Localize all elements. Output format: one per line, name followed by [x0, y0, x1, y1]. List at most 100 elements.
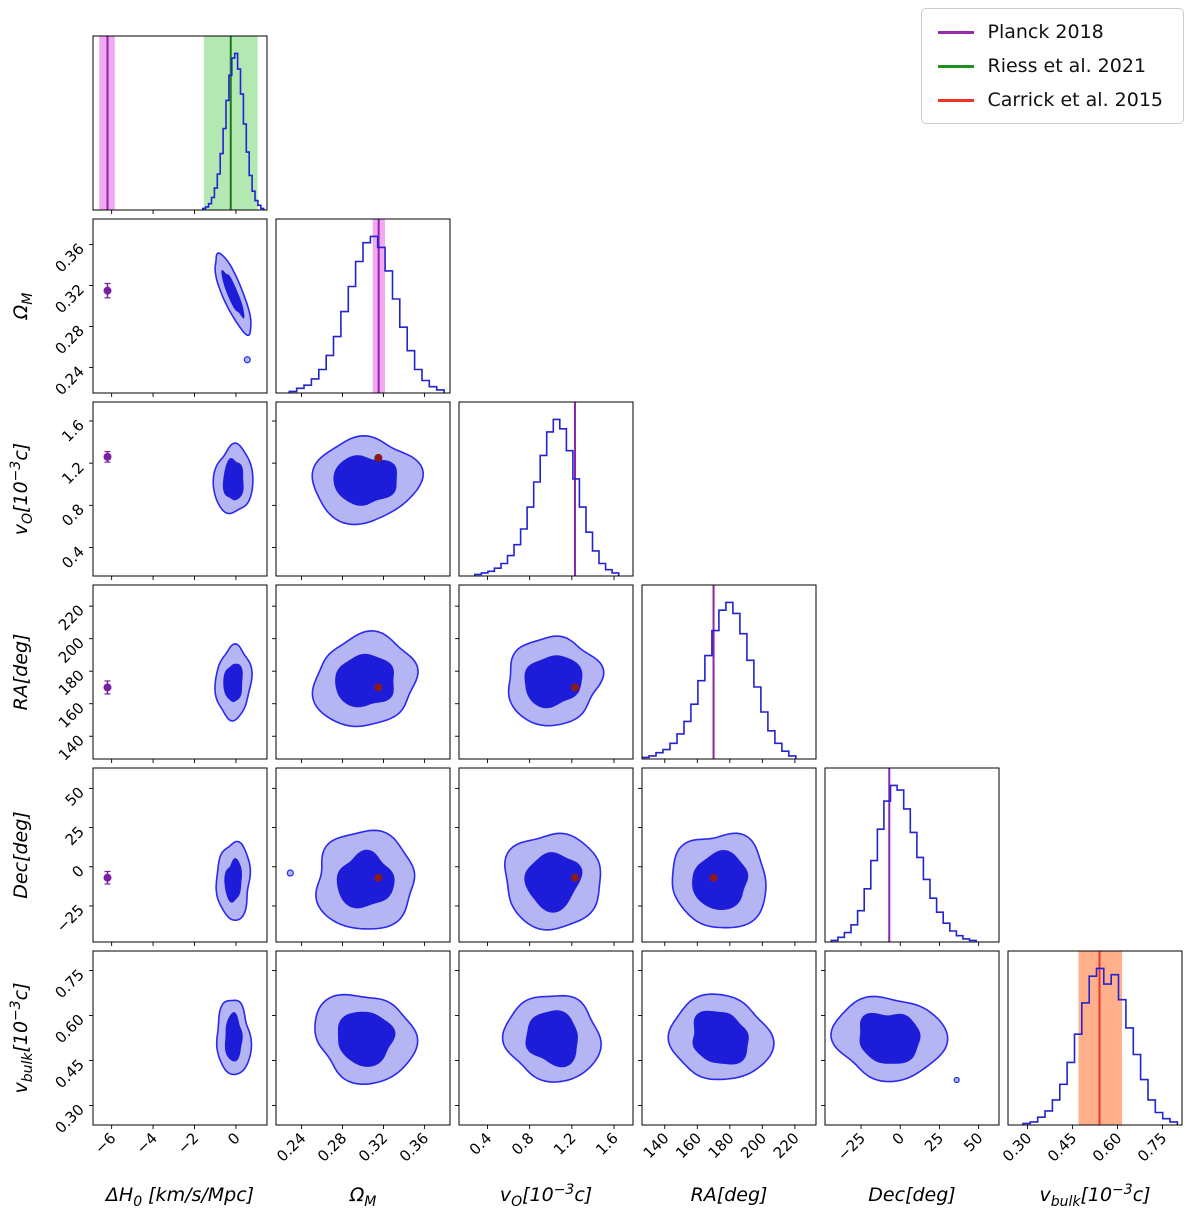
legend-item-riess: Riess et al. 2021: [937, 55, 1164, 77]
panel-vbulk-vs-vO: [501, 994, 602, 1083]
diag-hist-dH0: [99, 36, 265, 210]
svg-text:0.28: 0.28: [314, 1129, 350, 1165]
x-tick-labels-dH0: −6 −4 −2 0: [91, 1129, 244, 1157]
axis-ticks: [89, 210, 1163, 1129]
panel-vbulk-vs-dH0: [215, 999, 253, 1076]
panel-vbulk-vs-RA: [667, 993, 775, 1081]
y-axis-label-RA: RA[deg]: [10, 634, 32, 711]
svg-text:0: 0: [68, 862, 87, 881]
svg-text:0.24: 0.24: [51, 363, 87, 399]
svg-text:−25: −25: [53, 901, 88, 936]
contour-speck: [953, 1076, 960, 1084]
y-tick-labels-OmegaM: 0.24 0.28 0.32 0.36: [51, 240, 87, 399]
svg-text:160: 160: [672, 1129, 705, 1162]
diag-hist-vO: [474, 402, 620, 576]
svg-text:25: 25: [921, 1129, 947, 1155]
panel-vbulk-vs-OmegaM: [314, 993, 419, 1085]
panel-RA-vs-dH0: [103, 642, 253, 722]
svg-text:140: 140: [55, 731, 88, 764]
svg-text:0.60: 0.60: [51, 1011, 87, 1047]
planck-point: [103, 452, 112, 461]
svg-text:200: 200: [55, 634, 88, 667]
x-tick-labels-RA: 140 160 180 200 220: [640, 1129, 803, 1162]
svg-text:0: 0: [224, 1129, 243, 1148]
diag-hist-vbulk: [1022, 951, 1179, 1125]
legend-label-riess: Riess et al. 2021: [987, 55, 1147, 77]
legend-label-carrick: Carrick et al. 2015: [987, 89, 1164, 111]
contour-speck: [243, 356, 251, 364]
svg-text:0.30: 0.30: [999, 1129, 1035, 1165]
reference-dot: [571, 873, 579, 882]
svg-text:220: 220: [770, 1129, 803, 1162]
svg-text:0.45: 0.45: [1044, 1129, 1080, 1165]
panel-RA-vs-OmegaM: [311, 630, 419, 728]
svg-text:1.6: 1.6: [592, 1129, 622, 1159]
x-tick-labels-vbulk: 0.30 0.45 0.60 0.75: [999, 1129, 1170, 1165]
diag-hist-RA: [642, 585, 797, 759]
panel-vbulk-vs-Dec: [830, 995, 960, 1084]
svg-text:160: 160: [55, 699, 88, 732]
y-tick-labels-vO: 0.4 0.8 1.2 1.6: [58, 416, 88, 572]
y-axis-label-OmegaM: ΩM: [10, 293, 36, 321]
panel-OmegaM-vs-dH0: [103, 252, 252, 364]
y-axis-label-Dec: Dec[deg]: [10, 811, 32, 898]
svg-text:220: 220: [55, 601, 88, 634]
legend-label-planck: Planck 2018: [987, 21, 1104, 43]
reference-dot: [374, 873, 383, 882]
legend-item-carrick: Carrick et al. 2015: [937, 89, 1164, 111]
svg-text:0.45: 0.45: [51, 1056, 87, 1092]
x-axis-label-vbulk: vbulk[10−3c]: [1039, 1182, 1150, 1210]
svg-text:50: 50: [62, 784, 88, 810]
diag-hist-OmegaM: [288, 219, 445, 393]
planck-line-swatch: [937, 30, 974, 34]
planck-point: [103, 286, 112, 295]
carrick-line-swatch: [937, 98, 974, 102]
x-tick-labels-vO: 0.4 0.8 1.2 1.6: [466, 1129, 622, 1159]
x-axis-label-Dec: Dec[deg]: [868, 1184, 955, 1206]
y-tick-labels-Dec: −25 0 25 50: [53, 784, 88, 937]
svg-text:0.75: 0.75: [1134, 1129, 1170, 1165]
panel-Dec-vs-RA: [671, 832, 767, 929]
svg-text:−4: −4: [133, 1129, 161, 1157]
svg-text:0.32: 0.32: [355, 1129, 391, 1165]
svg-text:0.30: 0.30: [51, 1101, 87, 1137]
y-axis-label-vO: vO[10−3c]: [8, 443, 36, 535]
panel-vO-vs-OmegaM: [311, 434, 425, 526]
x-axis-label-OmegaM: ΩM: [349, 1184, 377, 1210]
svg-text:−6: −6: [91, 1129, 119, 1157]
svg-text:50: 50: [960, 1129, 986, 1155]
svg-text:1.2: 1.2: [58, 458, 88, 488]
reference-dot: [709, 873, 718, 882]
svg-text:0: 0: [889, 1129, 908, 1148]
legend-item-planck: Planck 2018: [937, 21, 1164, 43]
svg-text:140: 140: [640, 1129, 673, 1162]
reference-dot: [374, 683, 383, 692]
y-tick-labels-vbulk: 0.30 0.45 0.60 0.75: [51, 966, 87, 1137]
svg-text:0.4: 0.4: [466, 1129, 496, 1159]
reference-dot: [374, 453, 383, 462]
x-tick-labels-Dec: −25 0 25 50: [834, 1129, 987, 1164]
x-tick-labels-OmegaM: 0.24 0.28 0.32 0.36: [273, 1129, 432, 1165]
svg-text:0.8: 0.8: [58, 500, 88, 530]
panel-RA-vs-vO: [507, 635, 605, 727]
x-axis-label-vO: vO[10−3c]: [500, 1182, 592, 1210]
riess-line-swatch: [937, 64, 974, 68]
svg-text:0.8: 0.8: [508, 1129, 538, 1159]
panel-Dec-vs-dH0: [103, 840, 252, 921]
panel-Dec-vs-vO: [503, 832, 602, 931]
panel-Dec-vs-OmegaM: [286, 829, 416, 930]
planck-point: [103, 873, 112, 882]
svg-text:0.60: 0.60: [1089, 1129, 1125, 1165]
svg-text:180: 180: [705, 1129, 738, 1162]
x-axis-label-RA: RA[deg]: [691, 1184, 768, 1206]
y-axis-label-vbulk: vbulk[10−3c]: [8, 982, 36, 1093]
svg-text:0.36: 0.36: [396, 1129, 432, 1165]
svg-text:200: 200: [737, 1129, 770, 1162]
svg-text:0.28: 0.28: [51, 322, 87, 358]
planck-point: [103, 683, 112, 692]
svg-text:−25: −25: [834, 1129, 869, 1164]
reference-dot: [571, 683, 579, 692]
